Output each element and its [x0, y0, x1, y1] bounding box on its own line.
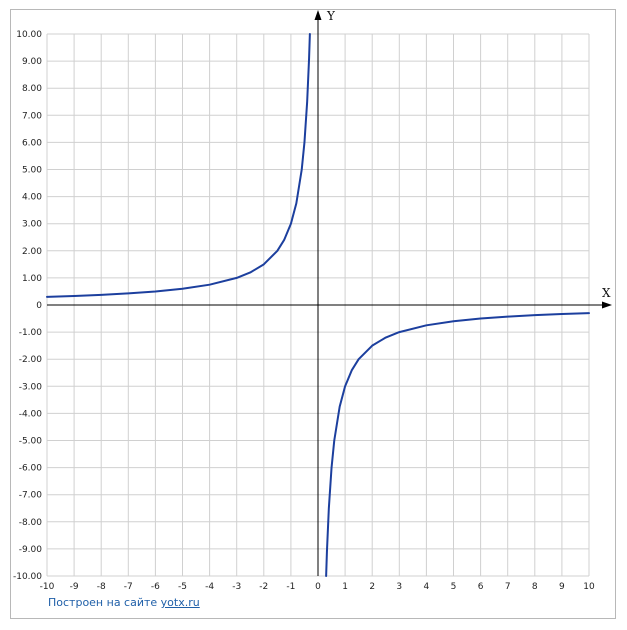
x-tick-label: -6 [151, 582, 160, 592]
x-tick-label: 10 [583, 582, 595, 592]
y-tick-label: 3.00 [22, 220, 42, 230]
y-tick-label: -9.00 [19, 545, 43, 555]
x-tick-label: -5 [178, 582, 187, 592]
y-tick-label: 5.00 [22, 166, 42, 176]
x-tick-label: -10 [40, 582, 55, 592]
x-tick-label: 5 [451, 582, 457, 592]
x-tick-label: -1 [286, 582, 295, 592]
y-tick-label: 8.00 [22, 84, 42, 94]
y-tick-label: 1.00 [22, 274, 42, 284]
y-tick-label: -5.00 [19, 437, 43, 447]
y-tick-label: 7.00 [22, 111, 42, 121]
x-tick-label: 2 [369, 582, 375, 592]
x-tick-label: -3 [232, 582, 241, 592]
x-tick-label: -4 [205, 582, 214, 592]
y-tick-label: -2.00 [19, 355, 43, 365]
x-tick-label: 9 [559, 582, 565, 592]
y-axis-arrow [314, 10, 322, 20]
credit-link[interactable]: yotx.ru [160, 596, 200, 609]
y-tick-label: -7.00 [19, 491, 43, 501]
x-tick-label: 3 [396, 582, 402, 592]
x-tick-label: 6 [478, 582, 484, 592]
x-tick-label: 7 [505, 582, 511, 592]
y-tick-label: 4.00 [22, 193, 42, 203]
y-tick-label: 6.00 [22, 138, 42, 148]
y-axis-label: Y [326, 9, 336, 23]
y-tick-label: 2.00 [22, 247, 42, 257]
axes: X Y [47, 9, 612, 576]
x-tick-label: -8 [97, 582, 106, 592]
curve-branch [46, 33, 311, 298]
y-tick-label: 9.00 [22, 57, 42, 67]
y-tick-label: -1.00 [19, 328, 43, 338]
x-tick-label: -7 [124, 582, 133, 592]
y-tick-label: -4.00 [19, 409, 43, 419]
credit-text: Построен на сайте [48, 596, 161, 609]
x-tick-labels: -10 -9 -8 -7 -6 -5 -4 -3 -2 -1 0 1 2 3 4 5 6 7 8 9 10 [40, 582, 595, 592]
y-tick-labels: 10.00 9.00 8.00 7.00 6.00 5.00 4.00 3.00 2.00 1.0… [13, 30, 42, 582]
y-tick-label: -10.00 [13, 572, 42, 582]
x-tick-label: -2 [259, 582, 268, 592]
curve-branch [325, 312, 590, 577]
x-tick-label: 0 [315, 582, 321, 592]
series-lines [46, 33, 590, 577]
x-axis-arrow [602, 301, 612, 309]
x-tick-label: -9 [70, 582, 79, 592]
y-tick-label: 10.00 [16, 30, 42, 40]
x-tick-label: 8 [532, 582, 538, 592]
y-tick-label: -3.00 [19, 382, 43, 392]
chart-frame [10, 9, 616, 619]
x-tick-label: 4 [424, 582, 430, 592]
y-tick-label: -6.00 [19, 464, 43, 474]
x-axis-label: X [602, 286, 611, 300]
y-tick-label: 0 [36, 301, 42, 311]
y-tick-label: -8.00 [19, 518, 43, 528]
credit-line: Построен на сайте yotx.ru [48, 596, 200, 609]
x-tick-label: 1 [342, 582, 348, 592]
